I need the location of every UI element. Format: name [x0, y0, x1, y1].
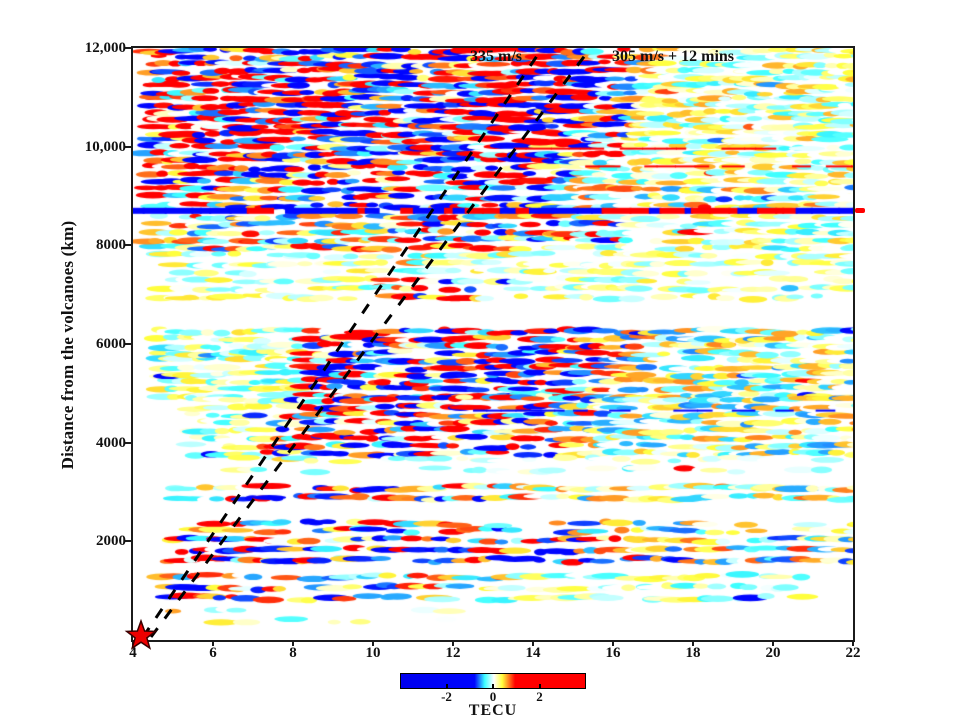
x-tick-mark [212, 640, 214, 646]
x-tick-mark [532, 640, 534, 646]
y-tick-mark [125, 540, 131, 543]
y-tick-mark [125, 244, 131, 247]
x-tick-label: 10 [365, 645, 381, 661]
x-tick-mark [292, 640, 294, 646]
heatmap-canvas [133, 48, 853, 640]
plot-area [131, 46, 855, 642]
colorbar-title: TECU [468, 702, 518, 719]
y-tick-label: 8000 [96, 237, 126, 254]
annotation-305ms-label: 305 m/s + 12 mins [612, 48, 735, 65]
y-tick-mark [125, 441, 131, 444]
y-tick-label: 2000 [96, 533, 126, 550]
y-tick-label: 10,000 [84, 138, 126, 155]
x-tick-label: 16 [605, 645, 621, 661]
x-tick-label: 14 [525, 645, 541, 661]
colorbar-tick-mark [538, 684, 541, 688]
y-tick-mark [125, 145, 131, 148]
x-tick-label: 20 [765, 645, 781, 661]
annotation-335ms-label: 335 m/s [470, 48, 522, 65]
colorbar: -2 0 2 TECU [400, 673, 586, 721]
x-tick-mark [692, 640, 694, 646]
colorbar-tick-label: 2 [536, 689, 543, 704]
x-tick-label: 18 [685, 645, 701, 661]
y-tick-label: 12,000 [84, 40, 126, 56]
x-tick-mark [452, 640, 454, 646]
x-tick-label: 4 [129, 645, 137, 661]
colorbar-tick-mark [492, 684, 494, 688]
colorbar-tick-label: -2 [441, 689, 452, 704]
colorbar-tick-mark [445, 684, 448, 688]
y-tick-mark [125, 47, 131, 49]
x-tick-label: 6 [209, 645, 217, 661]
x-tick-label: 8 [289, 645, 297, 661]
x-tick-mark [612, 640, 614, 646]
x-tick-label: 12 [445, 645, 461, 661]
y-tick-mark [125, 343, 131, 345]
x-tick-mark [772, 640, 774, 646]
y-tick-label: 6000 [96, 336, 126, 352]
x-tick-mark [372, 640, 374, 646]
x-tick-label: 22 [845, 645, 861, 661]
colorbar-tick-label: 0 [489, 689, 497, 704]
stripe-overflow-segment [855, 208, 865, 213]
x-tick-mark [852, 640, 854, 646]
y-tick-label: 4000 [96, 434, 126, 451]
